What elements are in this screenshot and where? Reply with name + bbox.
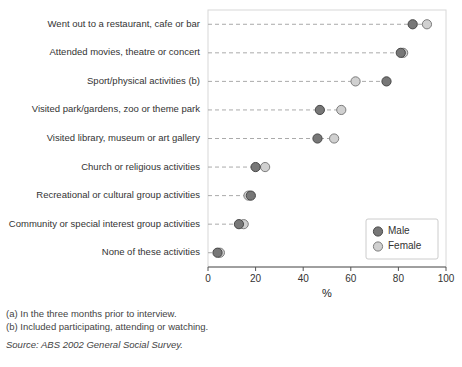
footnote: (a) In the three months prior to intervi… (6, 308, 177, 319)
category-label: Visited park/gardens, zoo or theme park (32, 103, 201, 114)
legend: Male Female (366, 219, 438, 259)
source: Source: ABS 2002 General Social Survey. (6, 339, 183, 350)
chart: Went out to a restaurant, cafe or bar Att… (0, 0, 462, 367)
dot (396, 48, 405, 57)
dot (213, 248, 222, 257)
legend-marker (373, 227, 382, 236)
plot-frame (208, 10, 446, 267)
category-label: Went out to a restaurant, cafe or bar (48, 18, 200, 29)
dot (330, 134, 339, 143)
x-tick-label: 80 (393, 273, 405, 284)
dot (246, 191, 255, 200)
legend-label: Female (388, 240, 422, 251)
x-tick (350, 267, 351, 271)
dot (408, 20, 417, 29)
dot (337, 105, 346, 114)
legend-box (366, 219, 438, 259)
x-tick (398, 267, 399, 271)
background (0, 0, 462, 367)
dot (234, 220, 243, 229)
dot (422, 20, 431, 29)
x-axis-line (208, 267, 446, 268)
x-tick-label: 40 (298, 273, 310, 284)
category-label: Visited library, museum or art gallery (47, 132, 201, 143)
dot (251, 162, 260, 171)
x-tick-label: 20 (250, 273, 262, 284)
category-label: Attended movies, theatre or concert (50, 46, 201, 57)
dot (315, 105, 324, 114)
guide-line (208, 52, 403, 53)
x-tick (208, 267, 209, 271)
dot (382, 77, 391, 86)
x-tick (446, 267, 447, 271)
x-tick-label: 0 (205, 273, 211, 284)
category-label: None of these activities (102, 246, 200, 257)
category-label: Community or special interest group acti… (9, 218, 200, 229)
category-label: Recreational or cultural group activitie… (36, 189, 200, 200)
dot (261, 162, 270, 171)
legend-label: Male (388, 225, 410, 236)
category-label: Church or religious activities (81, 161, 200, 172)
legend-marker (373, 242, 382, 251)
footnote: (b) Included participating, attending or… (6, 321, 208, 332)
guide-line (208, 24, 427, 25)
x-axis-label: % (322, 287, 332, 299)
x-tick (303, 267, 304, 271)
category-label: Sport/physical activities (b) (87, 75, 200, 86)
category-labels: Went out to a restaurant, cafe or bar Att… (9, 18, 200, 257)
dot (351, 77, 360, 86)
dot (313, 134, 322, 143)
x-axis: 0 20 40 60 80 100 (205, 267, 455, 284)
x-tick-label: 100 (438, 273, 455, 284)
x-tick-label: 60 (345, 273, 357, 284)
x-tick (255, 267, 256, 271)
